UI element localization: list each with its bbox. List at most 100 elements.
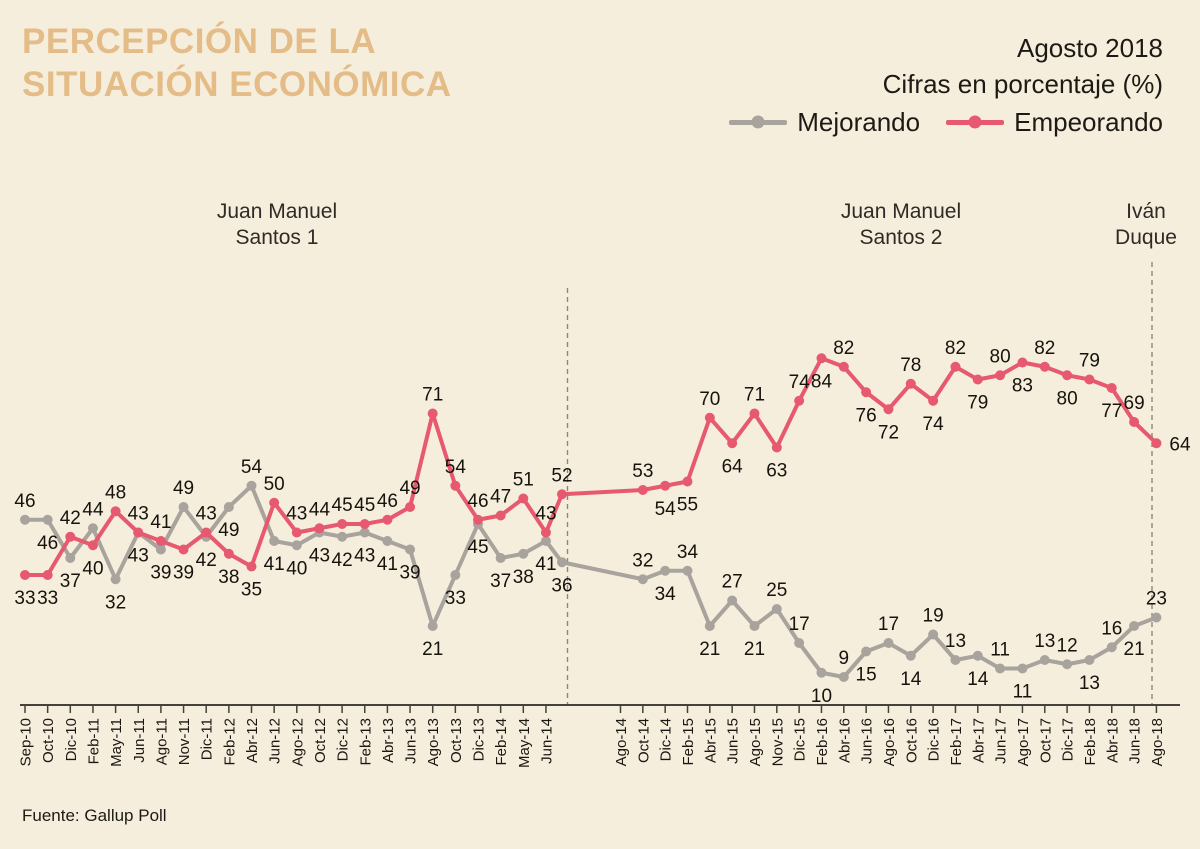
value-label: 33 xyxy=(37,588,58,609)
value-label: 44 xyxy=(82,499,104,520)
data-point-mejorando xyxy=(359,527,370,538)
data-point-empeorando xyxy=(495,510,506,521)
value-label: 43 xyxy=(128,546,149,567)
value-label: 41 xyxy=(535,554,556,575)
data-point-empeorando xyxy=(450,480,461,491)
data-point-empeorando xyxy=(337,519,348,529)
x-axis-label: Jun-11 xyxy=(131,718,148,763)
x-axis-label: Abr-17 xyxy=(970,718,987,763)
value-label: 70 xyxy=(699,389,720,410)
data-point-mejorando xyxy=(178,502,189,512)
value-label: 38 xyxy=(218,567,239,588)
value-label: 43 xyxy=(196,504,217,525)
data-point-empeorando xyxy=(727,438,738,449)
x-axis-label: Sep-10 xyxy=(18,718,35,766)
data-point-mejorando xyxy=(794,638,805,648)
value-label: 40 xyxy=(286,558,307,579)
legend-item-mejorando: Mejorando xyxy=(729,104,920,140)
term-annotation-line2: Santos 1 xyxy=(236,226,319,249)
data-point-mejorando xyxy=(291,540,302,551)
data-point-mejorando xyxy=(1062,659,1073,670)
data-point-empeorando xyxy=(771,442,782,453)
x-axis-label: Ago-11 xyxy=(153,718,170,765)
page-title: PERCEPCIÓN DE LA SITUACIÓN ECONÓMICA xyxy=(22,20,452,106)
value-label: 12 xyxy=(1057,635,1078,656)
value-label: 45 xyxy=(467,537,488,558)
x-axis-label: Ago-15 xyxy=(747,718,764,766)
data-point-empeorando xyxy=(405,502,416,512)
data-point-mejorando xyxy=(557,557,567,568)
x-axis-label: Abr-18 xyxy=(1104,718,1121,763)
data-point-mejorando xyxy=(660,565,671,576)
data-point-empeorando xyxy=(314,523,325,534)
value-label: 40 xyxy=(82,558,103,579)
data-point-empeorando xyxy=(1062,370,1073,381)
data-point-empeorando xyxy=(133,527,144,538)
x-axis-label: Dic-14 xyxy=(658,718,675,761)
value-label: 21 xyxy=(422,639,443,660)
data-point-empeorando xyxy=(291,527,302,538)
value-label: 49 xyxy=(218,520,239,541)
data-point-mejorando xyxy=(727,595,738,606)
data-point-empeorando xyxy=(155,536,166,546)
data-point-mejorando xyxy=(861,646,872,657)
x-axis-label: Ago-14 xyxy=(613,718,630,766)
data-point-mejorando xyxy=(1084,655,1095,665)
value-label: 46 xyxy=(467,491,488,512)
data-point-empeorando xyxy=(201,527,212,538)
value-label: 82 xyxy=(1034,338,1055,359)
value-label: 51 xyxy=(513,470,534,491)
data-point-empeorando xyxy=(65,531,76,542)
x-axis-label: Abr-16 xyxy=(836,718,853,763)
value-label: 48 xyxy=(105,482,126,503)
data-point-mejorando xyxy=(883,638,894,648)
value-label: 54 xyxy=(241,457,263,478)
value-label: 10 xyxy=(811,686,832,707)
value-label: 80 xyxy=(1057,388,1078,409)
value-label: 80 xyxy=(990,346,1011,367)
data-point-mejorando xyxy=(905,650,916,661)
data-point-empeorando xyxy=(883,404,894,415)
value-label: 71 xyxy=(422,385,443,406)
value-label: 63 xyxy=(766,461,787,482)
value-label: 83 xyxy=(1012,376,1033,397)
value-label: 49 xyxy=(399,478,420,499)
value-label: 82 xyxy=(945,338,966,359)
value-label: 64 xyxy=(722,456,744,477)
x-axis-label: Dic-10 xyxy=(63,718,80,761)
x-axis-label: Feb-15 xyxy=(680,718,697,766)
data-point-empeorando xyxy=(178,544,189,555)
data-point-empeorando xyxy=(1129,417,1140,427)
value-label: 17 xyxy=(878,614,899,635)
data-point-empeorando xyxy=(682,476,693,487)
data-point-mejorando xyxy=(450,570,461,580)
data-point-empeorando xyxy=(246,561,257,572)
value-label: 53 xyxy=(632,461,653,482)
mejorando-line-icon xyxy=(729,115,788,129)
value-label: 45 xyxy=(332,495,353,516)
value-label: 19 xyxy=(923,606,944,627)
term-annotation-line2: Santos 2 xyxy=(860,226,943,249)
data-point-empeorando xyxy=(359,519,370,529)
data-point-mejorando xyxy=(771,604,782,614)
value-label: 17 xyxy=(789,614,810,635)
value-label: 71 xyxy=(744,385,765,406)
x-axis-label: Feb-11 xyxy=(85,718,102,764)
value-label: 43 xyxy=(354,546,375,567)
x-axis-label: Oct-12 xyxy=(312,718,329,763)
x-axis-label: May-14 xyxy=(516,718,533,768)
value-label: 21 xyxy=(699,639,720,660)
data-point-mejorando xyxy=(155,544,166,555)
data-point-empeorando xyxy=(637,485,648,495)
data-point-empeorando xyxy=(1151,438,1162,449)
value-label: 33 xyxy=(14,588,35,609)
data-point-mejorando xyxy=(405,544,416,555)
value-label: 39 xyxy=(173,563,194,584)
data-point-empeorando xyxy=(794,395,805,406)
data-point-empeorando xyxy=(540,527,551,538)
data-point-mejorando xyxy=(42,514,53,525)
value-label: 54 xyxy=(655,499,677,520)
x-axis-label: Feb-14 xyxy=(493,718,510,766)
x-axis-label: Nov-15 xyxy=(769,718,786,766)
